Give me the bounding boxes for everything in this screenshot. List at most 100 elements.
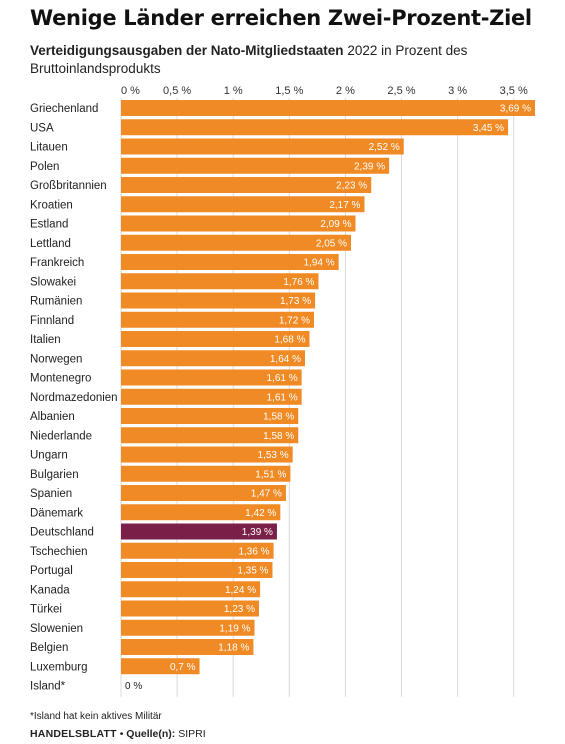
value-label: 1,68 % — [274, 335, 305, 346]
category-label: Italien — [30, 334, 61, 346]
category-label: Finnland — [30, 315, 74, 327]
value-label: 0 % — [125, 681, 142, 692]
bar — [121, 581, 261, 598]
value-label: 1,61 % — [266, 373, 297, 384]
bar — [121, 138, 404, 155]
value-label: 1,73 % — [280, 296, 311, 307]
category-label: Frankreich — [30, 257, 84, 269]
x-tick-label: 2,5 % — [387, 85, 415, 97]
value-label: 1,53 % — [258, 450, 289, 461]
category-label: Island* — [30, 681, 66, 693]
bar — [121, 619, 255, 636]
value-label: 1,47 % — [251, 489, 282, 500]
value-label: 2,52 % — [369, 142, 400, 153]
category-label: Ungarn — [30, 450, 68, 462]
bar — [121, 177, 372, 193]
category-label: Großbritannien — [30, 180, 107, 192]
value-label: 0,7 % — [170, 662, 196, 673]
value-label: 1,23 % — [224, 604, 255, 615]
category-label: Kanada — [30, 584, 70, 596]
category-label: Portugal — [30, 565, 73, 577]
value-label: 1,64 % — [270, 354, 301, 365]
subtitle-bold: Verteidigungsausgaben der Nato-Mitglieds… — [30, 43, 344, 58]
x-tick-label: 0 % — [121, 85, 140, 97]
category-label: Deutschland — [30, 527, 94, 539]
bar — [121, 254, 339, 270]
category-label: Rumänien — [30, 296, 82, 308]
category-label: Lettland — [30, 238, 71, 250]
bar — [121, 100, 535, 116]
value-label: 1,18 % — [218, 643, 249, 654]
category-label: Belgien — [30, 642, 68, 654]
x-tick-label: 3,5 % — [500, 85, 528, 97]
bar — [121, 465, 291, 482]
value-label: 1,35 % — [237, 566, 268, 577]
category-label: Tschechien — [30, 546, 88, 558]
bar — [121, 157, 390, 174]
value-label: 2,17 % — [329, 200, 360, 211]
bar — [121, 273, 319, 290]
category-label: Slowakei — [30, 276, 76, 288]
x-tick-label: 1 % — [224, 85, 243, 97]
category-label: Griechenland — [30, 103, 98, 115]
bar — [121, 658, 200, 675]
source-line: HANDELSBLATT • Quelle(n): SIPRI — [30, 728, 206, 740]
bar — [121, 600, 259, 617]
bar — [121, 427, 299, 444]
footnote: *Island hat kein aktives Militär — [30, 711, 162, 722]
source-label: Quelle(n): — [126, 728, 176, 740]
category-label: Slowenien — [30, 623, 83, 635]
chart-title: Wenige Länder erreichen Zwei-Prozent-Zie… — [30, 6, 532, 30]
category-label: Dänemark — [30, 507, 83, 519]
source-separator: • — [116, 728, 127, 740]
value-label: 2,09 % — [320, 219, 351, 230]
x-tick-label: 2 % — [336, 85, 355, 97]
value-label: 1,39 % — [242, 527, 273, 538]
value-label: 3,45 % — [473, 123, 504, 134]
bar — [121, 408, 299, 424]
chart-subtitle: Verteidigungsausgaben der Nato-Mitglieds… — [30, 42, 510, 78]
bar — [121, 292, 316, 309]
category-label: Niederlande — [30, 430, 92, 442]
value-label: 2,39 % — [354, 161, 385, 172]
bar-chart: 0 % 0,5 % 1 % 1,5 % 2 % 2,5 % 3 % 3,5 % Griechen… — [30, 85, 535, 697]
bar — [121, 388, 302, 405]
value-label: 1,58 % — [263, 431, 294, 442]
value-label: 1,61 % — [266, 392, 297, 403]
subtitle-rest: 2022 in Prozent des Bruttoinlandsprodukt… — [30, 43, 468, 76]
category-label: Estland — [30, 219, 68, 231]
bar — [121, 504, 281, 521]
brand-name: HANDELSBLATT — [30, 728, 117, 740]
value-label: 1,51 % — [255, 469, 286, 480]
value-label: 1,24 % — [225, 585, 256, 596]
value-label: 1,76 % — [283, 277, 314, 288]
bar — [121, 485, 286, 501]
bar — [121, 446, 293, 463]
category-label: Nordmazedonien — [30, 392, 118, 404]
bar — [121, 331, 310, 347]
x-tick-label: 3 % — [448, 85, 467, 97]
category-label: Bulgarien — [30, 469, 79, 481]
bar — [121, 234, 351, 251]
category-label: Luxemburg — [30, 661, 88, 673]
category-label: Montenegro — [30, 373, 91, 385]
bar — [121, 562, 273, 578]
value-label: 1,72 % — [279, 315, 310, 326]
value-label: 1,94 % — [304, 258, 335, 269]
category-label: USA — [30, 122, 54, 134]
x-tick-label: 0,5 % — [163, 85, 191, 97]
category-label: Albanien — [30, 411, 75, 423]
bar — [121, 350, 305, 367]
category-label: Türkei — [30, 604, 62, 616]
bar — [121, 639, 254, 655]
value-label: 1,58 % — [263, 412, 294, 423]
category-label: Polen — [30, 161, 59, 173]
category-label: Litauen — [30, 142, 68, 154]
value-label: 1,19 % — [219, 623, 250, 634]
bar — [121, 196, 365, 213]
bar — [121, 369, 302, 386]
bar — [121, 523, 277, 540]
bar — [121, 215, 356, 232]
value-label: 2,23 % — [336, 181, 367, 192]
